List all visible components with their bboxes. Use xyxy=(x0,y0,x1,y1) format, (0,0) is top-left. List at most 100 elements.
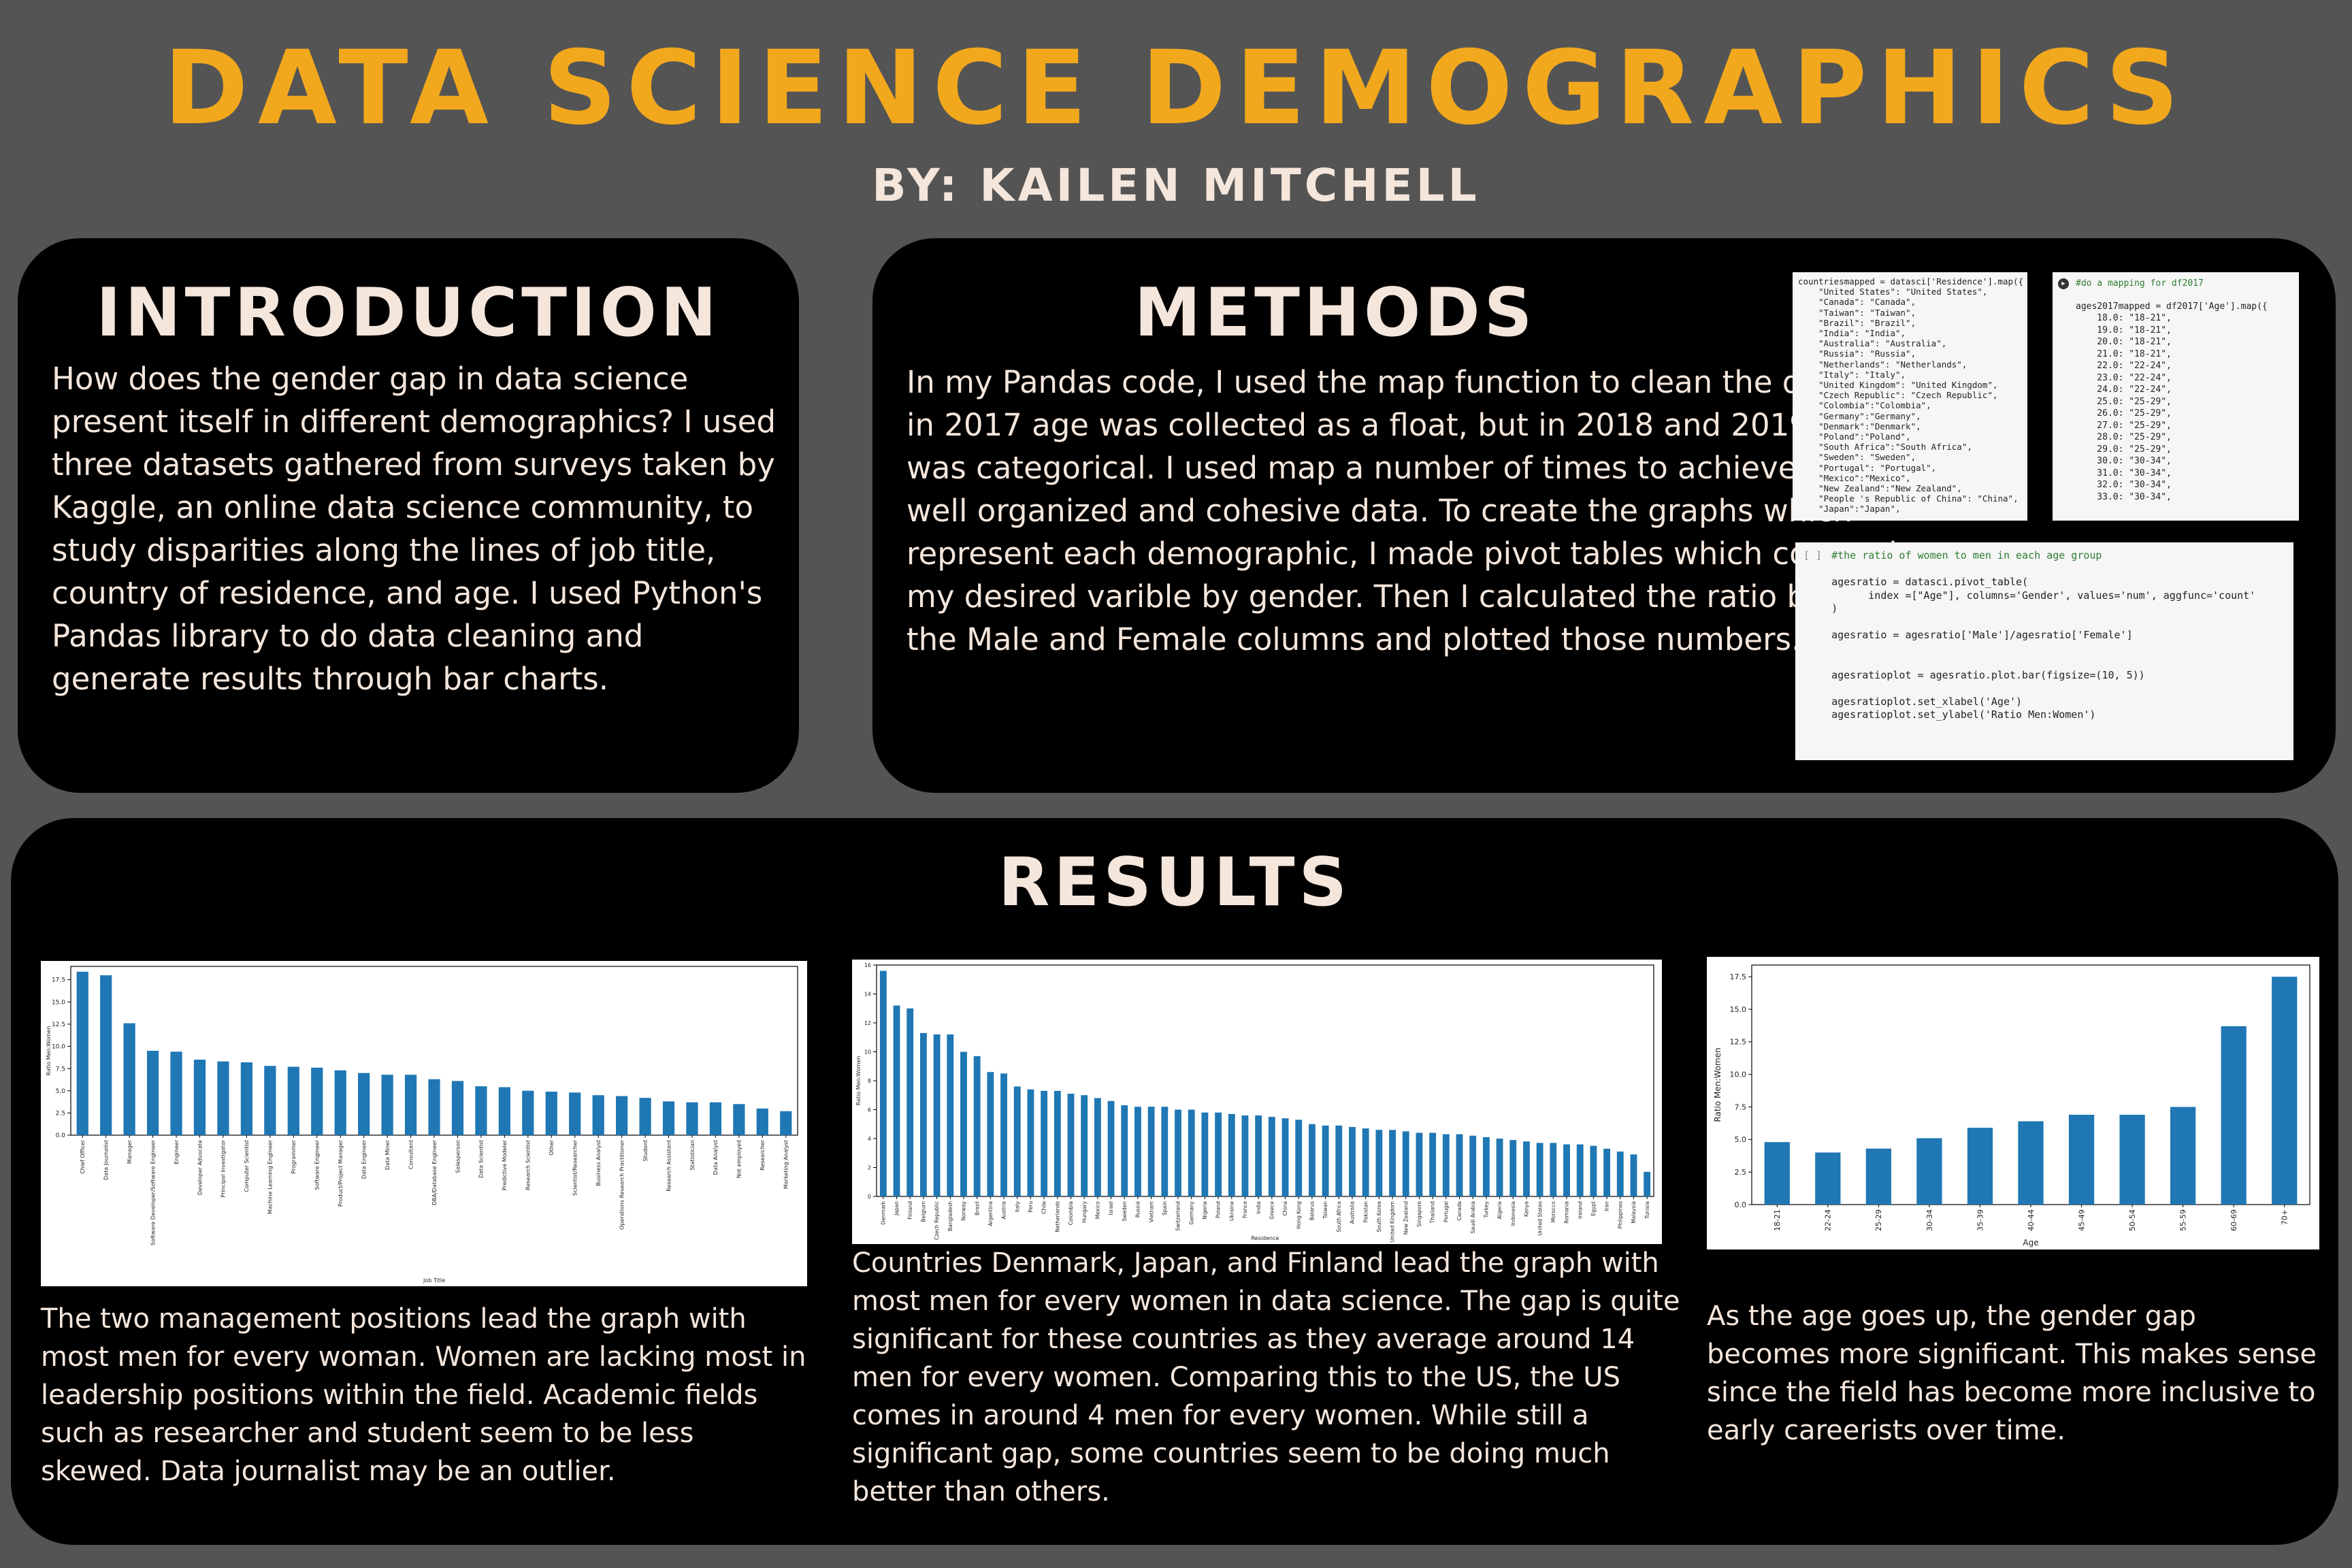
y-tick-label: 7.5 xyxy=(1735,1102,1747,1111)
bar xyxy=(1094,1098,1101,1196)
y-tick-label: 7.5 xyxy=(56,1066,65,1073)
code-line xyxy=(1831,642,2285,656)
code-line: "Denmark":"Denmark", xyxy=(1798,421,1921,431)
y-tick-label: 14 xyxy=(864,991,871,997)
bar xyxy=(1630,1154,1637,1196)
x-tick-label: Ireland xyxy=(1577,1201,1583,1219)
bar xyxy=(123,1023,135,1135)
x-tick-label: Salesperson xyxy=(455,1140,461,1173)
y-tick-label: 10.0 xyxy=(52,1044,65,1051)
bar xyxy=(1322,1125,1329,1196)
x-tick-label: Germany xyxy=(1188,1200,1194,1224)
x-tick-label: Canada xyxy=(1456,1201,1463,1221)
x-tick-label: Vietnam xyxy=(1148,1201,1154,1222)
job-title-caption: The two management positions lead the gr… xyxy=(41,1303,806,1487)
y-tick-label: 6 xyxy=(868,1107,871,1113)
x-tick-label: Developer Advocate xyxy=(197,1140,203,1195)
bar xyxy=(2221,1026,2247,1205)
x-tick-label: Scientist/Researcher xyxy=(572,1139,578,1196)
x-tick-label: Nigeria xyxy=(1202,1201,1208,1220)
bar xyxy=(987,1072,994,1196)
code-line: "Russia": "Russia", xyxy=(1798,348,1916,359)
code-ratio-pivot: [ ] #the ratio of women to men in each a… xyxy=(1795,542,2293,760)
y-tick-label: 2 xyxy=(868,1164,871,1171)
x-tick-label: Netherlands xyxy=(1054,1201,1060,1232)
bar xyxy=(311,1067,323,1135)
y-tick-label: 12.5 xyxy=(52,1022,65,1028)
code-line: #the ratio of women to men in each age g… xyxy=(1831,549,2102,561)
code-line: 18.0: "18-21", xyxy=(2076,313,2172,323)
bar xyxy=(733,1104,745,1135)
bar xyxy=(1067,1094,1075,1196)
run-cell-icon[interactable]: ▶ xyxy=(2058,278,2069,289)
bar xyxy=(1865,1148,1891,1205)
code-line: "Sweden": "Sweden", xyxy=(1798,452,1916,463)
code-line: 24.0: "22-24", xyxy=(2076,385,2172,395)
bar xyxy=(1576,1144,1584,1196)
x-tick-label: Algeria xyxy=(1497,1201,1503,1219)
x-tick-label: Kenya xyxy=(1524,1201,1530,1217)
bar xyxy=(1536,1143,1544,1196)
code-line xyxy=(1831,682,2285,696)
x-tick-label: Chief Officer xyxy=(80,1139,86,1174)
x-tick-label: Egypt xyxy=(1590,1201,1597,1216)
code-line: "People 's Republic of China": "China", xyxy=(1798,493,2019,504)
code-line: ) xyxy=(1831,602,1838,615)
bar xyxy=(960,1051,967,1196)
code-line xyxy=(1831,655,2285,669)
cell-prompt: [ ] xyxy=(1803,549,1823,561)
code-line: "Portugal": "Portugal", xyxy=(1798,462,1937,473)
y-tick-label: 0.0 xyxy=(1735,1200,1747,1209)
x-tick-label: Hong Kong xyxy=(1296,1201,1302,1229)
x-tick-label: Thailand xyxy=(1430,1201,1436,1224)
code-line: "Taiwan": "Taiwan", xyxy=(1798,307,1916,318)
y-tick-label: 10 xyxy=(864,1049,871,1055)
code-line: "Czech Republic": "Czech Republic", xyxy=(1798,390,1998,401)
code-line: 29.0: "25-29", xyxy=(2076,444,2172,455)
x-tick-label: Tunisia xyxy=(1644,1201,1650,1220)
x-tick-label: Malaysia xyxy=(1631,1201,1637,1224)
x-tick-label: Portugal xyxy=(1443,1201,1449,1222)
x-tick-label: 45-49 xyxy=(2077,1209,2086,1231)
x-tick-label: Consultant xyxy=(408,1140,414,1169)
code-line: ages2017mapped = df2017['Age'].map({ xyxy=(2076,301,2268,312)
bar xyxy=(1201,1112,1209,1196)
code-age-mapping: ▶ #do a mapping for df2017 ages2017mappe… xyxy=(2053,272,2299,521)
code-line: 25.0: "25-29", xyxy=(2076,396,2172,407)
bar xyxy=(2170,1107,2196,1205)
x-tick-label: Taiwan xyxy=(1322,1201,1328,1220)
code-line: agesratioplot = agesratio.plot.bar(figsi… xyxy=(1831,668,2145,681)
x-tick-label: Saudi Arabia xyxy=(1470,1201,1476,1234)
y-axis-label: Ratio Men:Women xyxy=(1713,1047,1722,1122)
bar xyxy=(193,1060,206,1135)
x-tick-label: United States xyxy=(1537,1201,1543,1236)
bar xyxy=(686,1102,698,1135)
x-tick-label: New Zealand xyxy=(1403,1201,1409,1235)
x-tick-label: Colombia xyxy=(1068,1201,1074,1225)
page-title: DATA SCIENCE DEMOGRAPHICS xyxy=(163,29,2189,148)
x-axis-label: Residence xyxy=(1252,1235,1279,1241)
bar xyxy=(1081,1095,1088,1196)
x-tick-label: Data Miner xyxy=(385,1139,391,1170)
code-line xyxy=(1831,616,2285,630)
bar xyxy=(2018,1121,2044,1205)
bar xyxy=(1375,1130,1383,1196)
code-line: agesratioplot.set_ylabel('Ratio Men:Wome… xyxy=(1831,708,2096,721)
x-tick-label: 30-34 xyxy=(1925,1209,1934,1231)
bar xyxy=(1228,1113,1235,1196)
bar xyxy=(1215,1112,1222,1196)
code-line: "United Kingdom": "United Kingdom", xyxy=(1798,380,1998,391)
y-tick-label: 10.0 xyxy=(1730,1071,1747,1079)
code-line: 23.0: "22-24", xyxy=(2076,372,2172,383)
code-line: "Mexico":"Mexico", xyxy=(1798,472,1911,483)
bar xyxy=(893,1005,900,1196)
bar xyxy=(2068,1115,2095,1205)
x-tick-label: Data Engineer xyxy=(361,1139,367,1179)
bar xyxy=(1389,1130,1396,1196)
x-tick-label: Chile xyxy=(1041,1201,1047,1214)
x-tick-label: Brazil xyxy=(974,1201,980,1215)
x-tick-label: Turkey xyxy=(1484,1200,1490,1218)
x-tick-label: South Korea xyxy=(1376,1201,1382,1232)
x-tick-label: Morocco xyxy=(1550,1201,1556,1223)
x-tick-label: 35-39 xyxy=(1976,1209,1984,1231)
